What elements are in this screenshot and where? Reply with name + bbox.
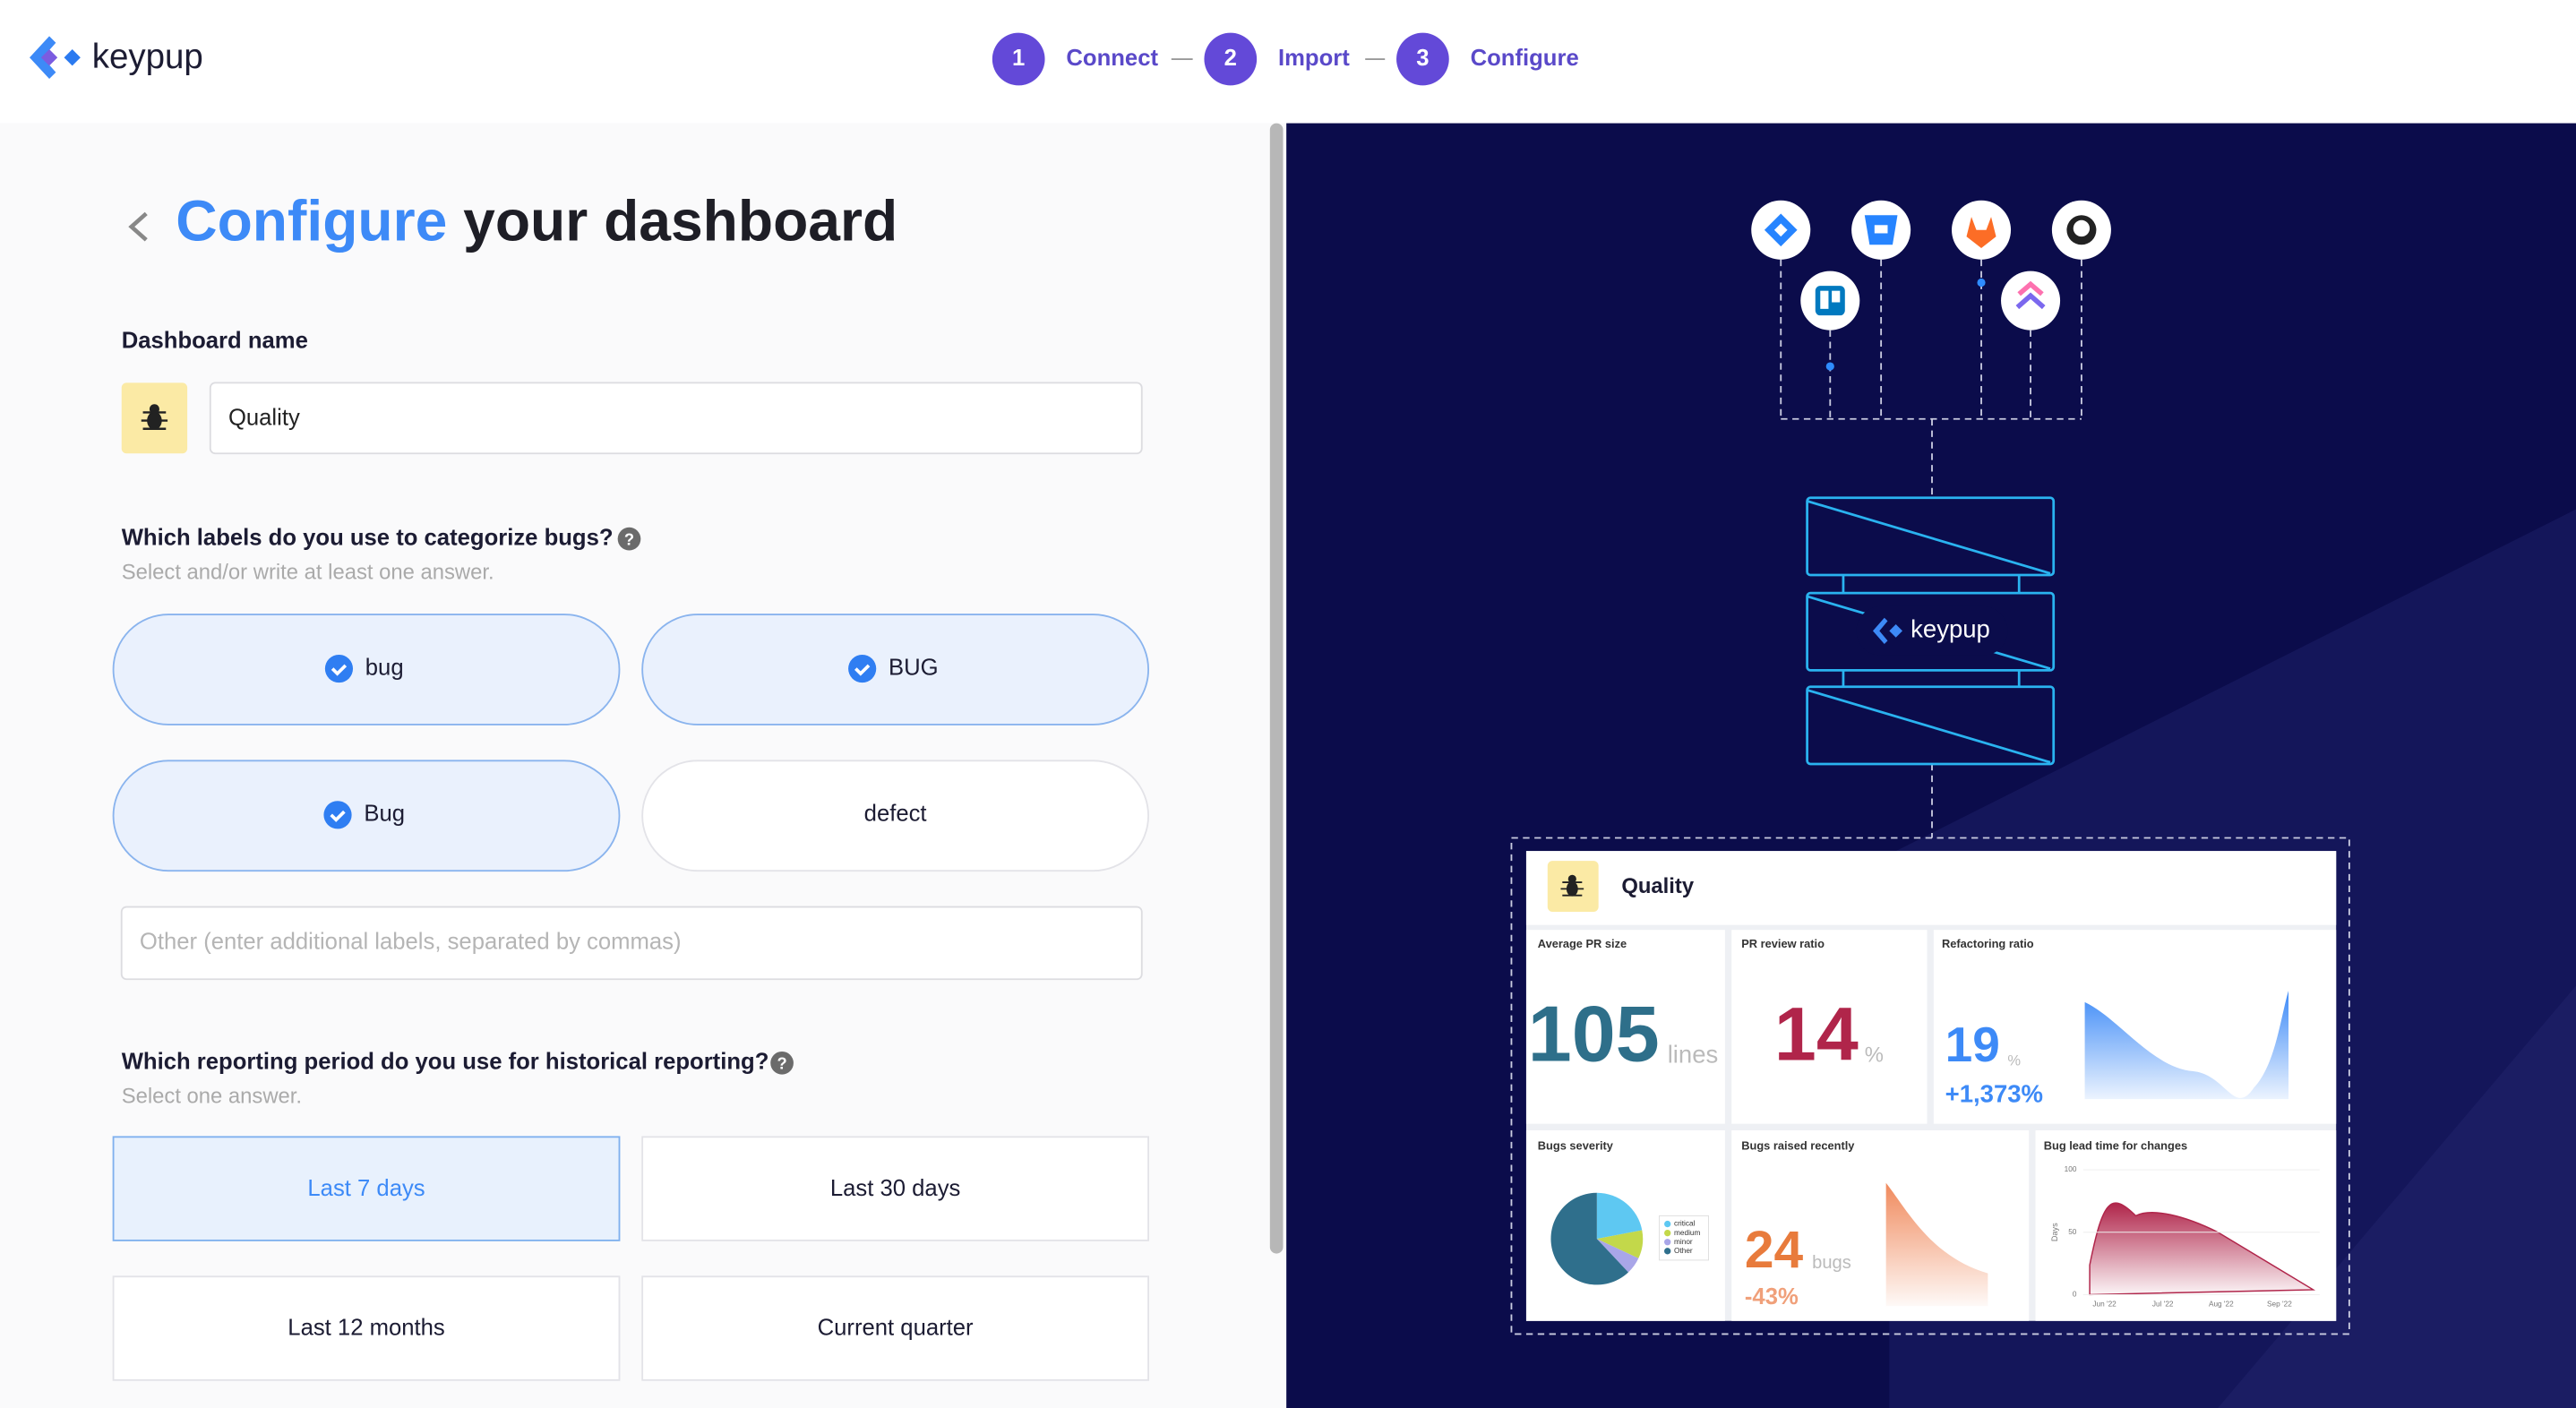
- option-label: bug: [365, 655, 404, 680]
- logo-text: keypup: [92, 38, 203, 76]
- metric: 19: [1945, 1017, 2000, 1072]
- legend-label: medium: [1674, 1229, 1700, 1237]
- metric-unit: %: [2007, 1052, 2021, 1069]
- preview-title: Quality: [1621, 874, 1695, 898]
- label-option[interactable]: [112, 614, 621, 725]
- y-tick-label: 100: [2065, 1165, 2077, 1173]
- scrollbar[interactable]: [1269, 123, 1284, 1254]
- area-illustration: [1885, 1182, 1988, 1307]
- y-tick-label: 50: [2068, 1228, 2077, 1236]
- metric: 14: [1774, 992, 1859, 1076]
- option-label: Last 7 days: [307, 1176, 425, 1201]
- legend-label: minor: [1674, 1238, 1693, 1246]
- legend-swatch: [1664, 1248, 1671, 1255]
- metric: 105: [1528, 989, 1660, 1077]
- x-tick-label: Jul '22: [2152, 1301, 2174, 1309]
- area-illustration: [2084, 991, 2289, 1100]
- input-value: Quality: [228, 406, 300, 431]
- logo-text: keypup: [1911, 615, 1990, 643]
- check-mark: [854, 664, 871, 676]
- placeholder: Other (enter additional labels, separate…: [140, 930, 682, 955]
- legend-label: critical: [1674, 1220, 1696, 1228]
- question: Which reporting period do you use for hi…: [122, 1050, 769, 1075]
- option-label: Current quarter: [818, 1316, 974, 1341]
- area-illustration: [2089, 1202, 2316, 1296]
- check-mark: [331, 664, 348, 676]
- legend-swatch: [1664, 1239, 1671, 1246]
- pie-slice: [1596, 1192, 1643, 1240]
- step-label[interactable]: Connect: [1066, 46, 1158, 71]
- name-input[interactable]: [209, 382, 1143, 455]
- metric-change: +1,373%: [1945, 1080, 2043, 1108]
- check-icon: [848, 654, 877, 683]
- period-option[interactable]: [641, 1275, 1150, 1381]
- option-label: Last 30 days: [830, 1176, 960, 1201]
- check-icon: [323, 801, 352, 829]
- option-label: BUG: [889, 655, 939, 680]
- metric-unit: lines: [1668, 1041, 1719, 1069]
- back-button[interactable]: [128, 211, 148, 242]
- hint: Select one answer.: [122, 1085, 302, 1109]
- label-option[interactable]: [641, 760, 1150, 872]
- period-option[interactable]: [641, 1136, 1150, 1241]
- widget-title: Refactoring ratio: [1942, 937, 2034, 950]
- x-tick-label: Jun '22: [2092, 1301, 2117, 1309]
- option-label: Bug: [364, 802, 405, 827]
- pie-slice: [1596, 1239, 1639, 1273]
- pie-slice: [1550, 1192, 1628, 1285]
- period-option[interactable]: [112, 1275, 621, 1381]
- svg-text:?: ?: [624, 529, 634, 548]
- widget-title: Bugs raised recently: [1741, 1139, 1855, 1153]
- check-icon: [324, 654, 354, 683]
- svg-text:?: ?: [777, 1053, 786, 1072]
- check-mark: [330, 810, 346, 822]
- metric-unit: %: [1865, 1043, 1884, 1068]
- option-label: Last 12 months: [288, 1316, 444, 1341]
- logo[interactable]: keypup: [30, 36, 203, 80]
- step-label[interactable]: Configure: [1471, 46, 1579, 71]
- label-option[interactable]: [641, 614, 1150, 725]
- option-label: defect: [864, 802, 927, 827]
- field-label: Dashboard name: [122, 328, 308, 353]
- widget-title: PR review ratio: [1741, 937, 1825, 950]
- x-tick-label: Sep '22: [2267, 1301, 2292, 1309]
- y-tick-label: 0: [2073, 1291, 2077, 1299]
- step-label[interactable]: Import: [1278, 46, 1350, 71]
- widget-title: Bugs severity: [1538, 1139, 1614, 1153]
- period-option[interactable]: [112, 1136, 621, 1241]
- widget-title: Bug lead time for changes: [2044, 1139, 2187, 1153]
- widget-title: Average PR size: [1538, 937, 1627, 950]
- legend-swatch: [1664, 1220, 1671, 1228]
- legend-swatch: [1664, 1229, 1671, 1237]
- x-tick-label: Aug '22: [2209, 1301, 2234, 1309]
- metric: 24: [1745, 1221, 1804, 1279]
- legend-label: Other: [1674, 1247, 1693, 1255]
- hint: Select and/or write at least one answer.: [122, 560, 494, 584]
- other-input[interactable]: [120, 906, 1143, 981]
- step-number: 3: [1416, 46, 1429, 71]
- step-number: 2: [1224, 46, 1237, 71]
- metric-unit: bugs: [1812, 1253, 1851, 1273]
- axis-title: Days: [2050, 1223, 2059, 1241]
- help-icon[interactable]: [770, 1051, 794, 1075]
- question: Which labels do you use to categorize bu…: [122, 525, 614, 550]
- label-option[interactable]: [112, 760, 621, 872]
- page-title: Configure your dashboard: [176, 188, 897, 253]
- help-icon[interactable]: [617, 527, 641, 551]
- step-number: 1: [1012, 46, 1025, 71]
- metric-change: -43%: [1745, 1284, 1799, 1309]
- pie-slice: [1596, 1230, 1644, 1258]
